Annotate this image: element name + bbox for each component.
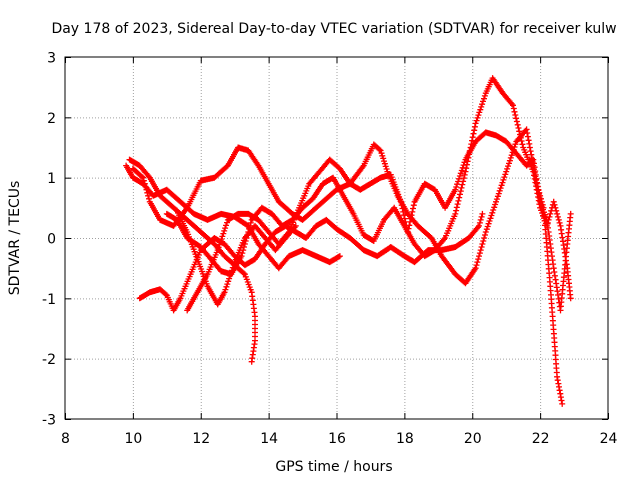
x-tick-label: 12 xyxy=(192,431,210,447)
y-tick-label: 2 xyxy=(47,111,56,127)
x-tick-label: 18 xyxy=(396,431,414,447)
series-track-7 xyxy=(174,207,299,308)
grid-layer xyxy=(65,57,608,419)
y-tick-label: -1 xyxy=(42,292,56,308)
y-tick-label: 0 xyxy=(47,232,56,248)
x-tick-label: 10 xyxy=(124,431,142,447)
series-track-1 xyxy=(123,162,343,272)
x-tick-label: 20 xyxy=(464,431,482,447)
series-track-5 xyxy=(163,75,574,302)
series-markers xyxy=(136,210,486,314)
chart-title: Day 178 of 2023, Sidereal Day-to-day VTE… xyxy=(51,21,616,37)
plot-frame xyxy=(64,56,609,420)
series-track-3 xyxy=(136,210,486,314)
y-tick-label: 1 xyxy=(47,171,56,187)
x-tick-label: 16 xyxy=(328,431,346,447)
x-tick-label: 14 xyxy=(260,431,278,447)
x-axis-label: GPS time / hours xyxy=(275,459,392,475)
y-tick-label: -2 xyxy=(42,352,56,368)
x-tick-label: 24 xyxy=(600,431,618,447)
y-tick-label: 3 xyxy=(47,51,56,67)
series-markers xyxy=(174,207,299,308)
x-tick-label: 8 xyxy=(61,431,70,447)
y-tick-label: -3 xyxy=(42,413,56,429)
series-markers xyxy=(123,162,343,272)
y-axis-label: SDTVAR / TECUs xyxy=(7,181,23,296)
data-layer xyxy=(123,75,574,407)
x-tick-label: 22 xyxy=(532,431,550,447)
series-markers xyxy=(163,75,574,302)
